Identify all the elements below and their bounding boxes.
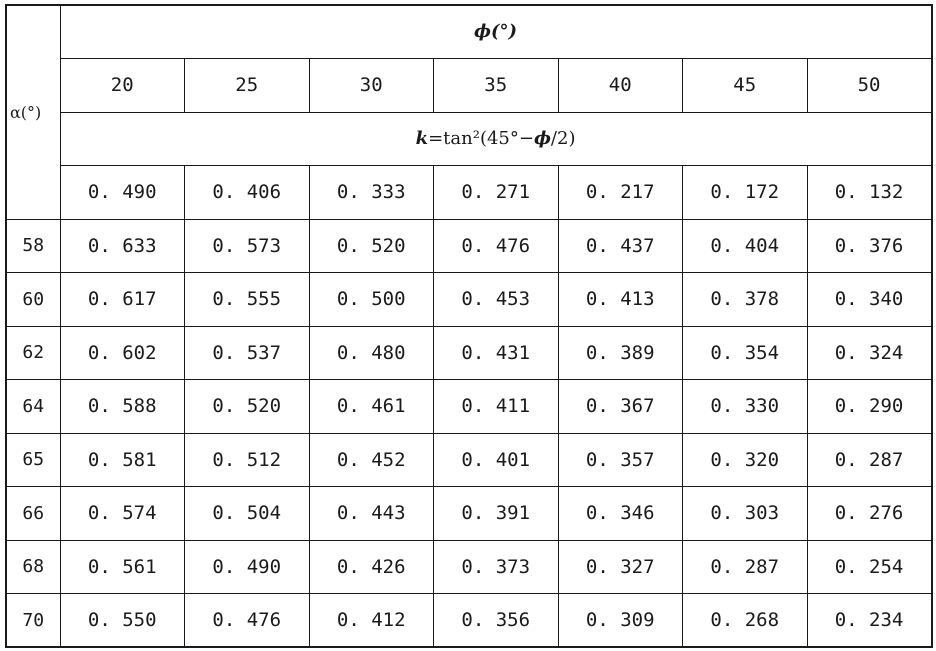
table-cell: 0. 373 [433,539,559,594]
table-row: 70 0. 550 0. 476 0. 412 0. 356 0. 309 0. 268 0.… [5,593,933,648]
table-cell: 0. 476 [184,593,310,648]
table-cell: 0. 461 [308,379,434,434]
table-cell: 0. 437 [557,218,683,273]
phi-value: 30 [308,57,434,113]
table-cell: 0. 512 [184,432,310,487]
table-cell: 0. 356 [433,593,559,648]
table-cell: 0. 573 [184,218,310,273]
table-cell: 0. 330 [682,379,808,434]
table-cell: 0. 378 [682,272,808,327]
table-row: 68 0. 561 0. 490 0. 426 0. 373 0. 327 0. 287 0.… [5,539,933,594]
k-value: 0. 217 [557,164,683,220]
table-cell: 0. 504 [184,486,310,541]
table-cell: 0. 367 [557,379,683,434]
k-value: 0. 132 [806,164,933,220]
table-cell: 0. 500 [308,272,434,327]
alpha-value: 66 [5,486,61,541]
table-cell: 0. 617 [59,272,185,327]
k-value: 0. 406 [184,164,310,220]
table-cell: 0. 413 [557,272,683,327]
table-cell: 0. 520 [184,379,310,434]
table-cell: 0. 340 [806,272,933,327]
table-cell: 0. 588 [59,379,185,434]
table-cell: 0. 537 [184,325,310,380]
table-cell: 0. 309 [557,593,683,648]
table-cell: 0. 354 [682,325,808,380]
table-cell: 0. 476 [433,218,559,273]
header-row-phi-values: 20 25 30 35 40 45 50 [6,57,933,113]
table-cell: 0. 324 [806,325,933,380]
alpha-value: 70 [5,593,61,648]
phi-value: 25 [184,57,310,113]
table-cell: 0. 443 [308,486,434,541]
table-cell: 0. 391 [433,486,559,541]
phi-value: 50 [806,57,933,113]
table-cell: 0. 254 [806,539,933,594]
table-cell: 0. 602 [59,325,185,380]
table-cell: 0. 633 [59,218,185,273]
alpha-value: 68 [5,539,61,594]
table-cell: 0. 452 [308,432,434,487]
table-row: 65 0. 581 0. 512 0. 452 0. 401 0. 357 0. 320 0.… [5,432,933,487]
table-cell: 0. 389 [557,325,683,380]
k-value: 0. 271 [433,164,559,220]
table-row: 60 0. 617 0. 555 0. 500 0. 453 0. 413 0. 378 0.… [5,272,933,327]
table-row: 66 0. 574 0. 504 0. 443 0. 391 0. 346 0. 303 0.… [5,486,933,541]
table-cell: 0. 404 [682,218,808,273]
k-values-row: 0. 490 0. 406 0. 333 0. 271 0. 217 0. 17… [6,164,933,220]
table-cell: 0. 376 [806,218,933,273]
alpha-value: 65 [5,432,61,487]
table-cell: 0. 574 [59,486,185,541]
table-row: 58 0. 633 0. 573 0. 520 0. 476 0. 437 0. 404 0.… [5,218,933,273]
table-cell: 0. 287 [682,539,808,594]
k-value: 0. 490 [59,164,185,220]
phi-value: 35 [433,57,559,113]
phi-value: 20 [59,57,185,113]
table-cell: 0. 357 [557,432,683,487]
k-value: 0. 333 [308,164,434,220]
alpha-value: 58 [5,218,61,273]
alpha-value: 62 [5,325,61,380]
k-value: 0. 172 [682,164,808,220]
alpha-header: α(°) [5,4,61,220]
table-cell: 0. 276 [806,486,933,541]
coefficient-table: α(°) ϕ(°) 20 25 30 35 40 45 50 k=tan²(45… [5,4,933,648]
table-cell: 0. 490 [184,539,310,594]
table-cell: 0. 327 [557,539,683,594]
table-cell: 0. 480 [308,325,434,380]
phi-value: 45 [682,57,808,113]
table-row: 64 0. 588 0. 520 0. 461 0. 411 0. 367 0. 330 0.… [5,379,933,434]
table-cell: 0. 401 [433,432,559,487]
table-cell: 0. 290 [806,379,933,434]
table-cell: 0. 320 [682,432,808,487]
table-cell: 0. 303 [682,486,808,541]
table-cell: 0. 555 [184,272,310,327]
table-cell: 0. 234 [806,593,933,648]
table-cell: 0. 550 [59,593,185,648]
header-row-phi: α(°) ϕ(°) [5,4,933,220]
table-cell: 0. 411 [433,379,559,434]
k-formula: k=tan²(45°−ϕ/2) [59,111,933,166]
phi-header: ϕ(°) [59,4,933,59]
phi-value: 40 [557,57,683,113]
table-cell: 0. 581 [59,432,185,487]
alpha-value: 60 [5,272,61,327]
table-cell: 0. 268 [682,593,808,648]
table-row: 62 0. 602 0. 537 0. 480 0. 431 0. 389 0. 354 0.… [5,325,933,380]
table-cell: 0. 453 [433,272,559,327]
table-cell: 0. 346 [557,486,683,541]
table-cell: 0. 412 [308,593,434,648]
table-cell: 0. 287 [806,432,933,487]
table-cell: 0. 561 [59,539,185,594]
table-cell: 0. 426 [308,539,434,594]
table-cell: 0. 431 [433,325,559,380]
data-rows: 58 0. 633 0. 573 0. 520 0. 476 0. 437 0. 404 0.… [5,218,933,648]
header-row-formula: k=tan²(45°−ϕ/2) [6,111,933,166]
table-cell: 0. 520 [308,218,434,273]
alpha-value: 64 [5,379,61,434]
